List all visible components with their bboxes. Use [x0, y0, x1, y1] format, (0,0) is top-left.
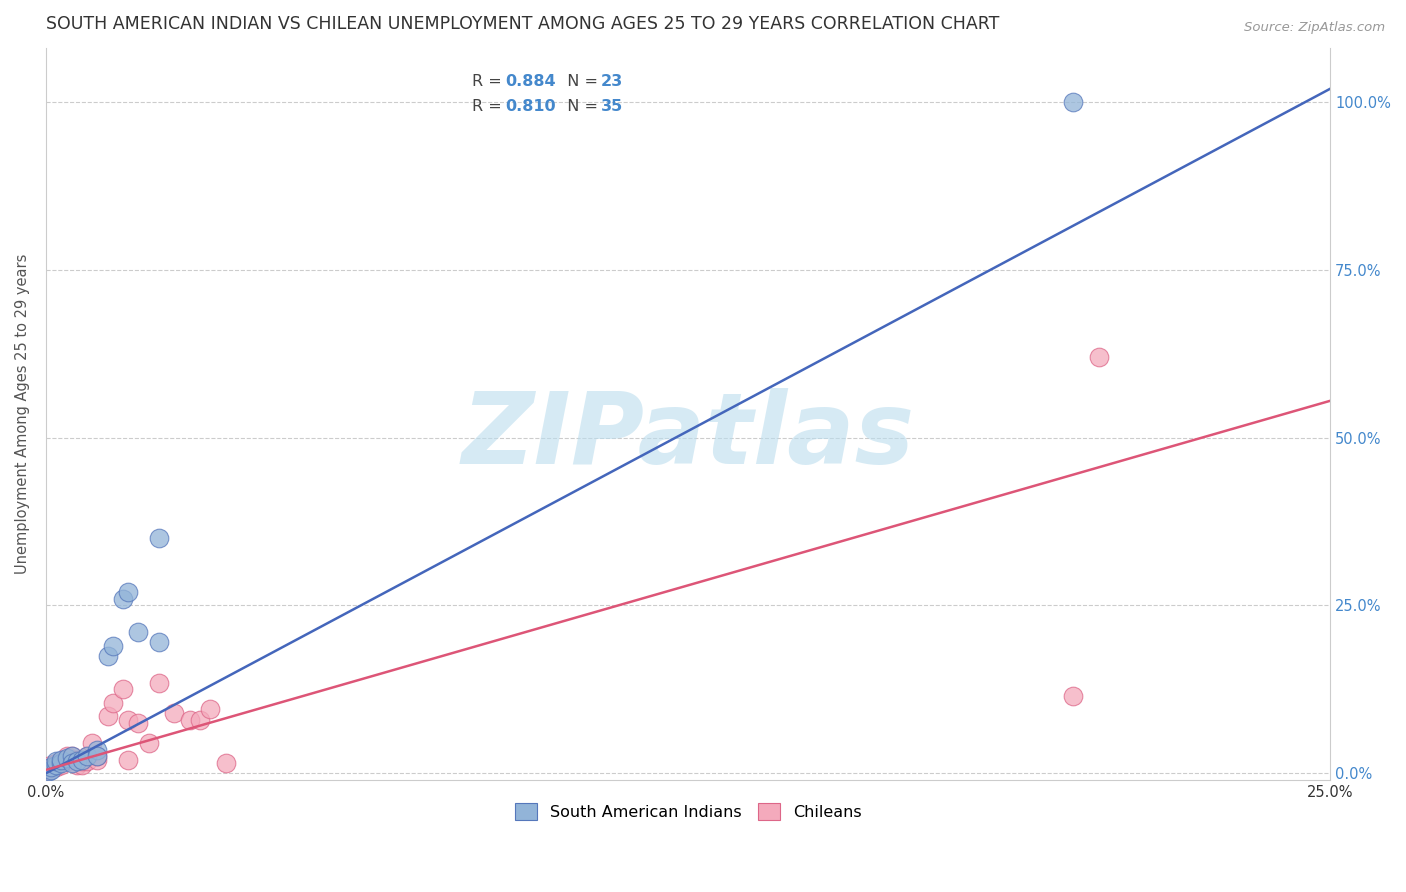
Point	[60, 749, 83, 764]
Point	[76, 749, 98, 764]
Point	[38, 763, 60, 777]
Text: 0.884: 0.884	[506, 74, 557, 89]
Point	[200, 702, 222, 716]
Point	[76, 754, 98, 768]
Point	[45, 754, 67, 768]
Point	[51, 756, 73, 771]
Point	[138, 736, 160, 750]
Text: 0.810: 0.810	[506, 100, 557, 114]
Point	[101, 639, 124, 653]
Point	[76, 749, 98, 764]
Point	[127, 715, 149, 730]
Point	[179, 713, 201, 727]
Text: R =: R =	[472, 74, 508, 89]
Point	[55, 753, 77, 767]
Point	[86, 753, 108, 767]
Legend: South American Indians, Chileans: South American Indians, Chileans	[509, 797, 868, 827]
Text: ZIPatlas: ZIPatlas	[461, 388, 915, 484]
Text: N =: N =	[557, 74, 603, 89]
Point	[51, 758, 73, 772]
Point	[82, 736, 104, 750]
Point	[60, 756, 83, 771]
Point	[112, 682, 135, 697]
Point	[163, 706, 186, 720]
Point	[188, 713, 211, 727]
Point	[45, 758, 67, 772]
Point	[101, 696, 124, 710]
Point	[70, 758, 93, 772]
Point	[51, 754, 73, 768]
Y-axis label: Unemployment Among Ages 25 to 29 years: Unemployment Among Ages 25 to 29 years	[15, 254, 30, 574]
Point	[66, 758, 89, 772]
Point	[148, 532, 170, 546]
Point	[39, 759, 62, 773]
Point	[148, 635, 170, 649]
Text: R =: R =	[472, 100, 508, 114]
Point	[86, 743, 108, 757]
Point	[1062, 689, 1084, 703]
Point	[97, 648, 120, 663]
Text: N =: N =	[557, 100, 603, 114]
Point	[86, 749, 108, 764]
Point	[127, 625, 149, 640]
Point	[39, 758, 62, 772]
Point	[45, 756, 67, 771]
Point	[1062, 95, 1084, 109]
Point	[66, 753, 89, 767]
Point	[55, 749, 77, 764]
Point	[60, 749, 83, 764]
Point	[39, 763, 62, 777]
Point	[117, 585, 139, 599]
Point	[117, 753, 139, 767]
Point	[70, 754, 93, 768]
Point	[117, 713, 139, 727]
Text: 35: 35	[600, 100, 623, 114]
Point	[51, 753, 73, 767]
Point	[38, 764, 60, 779]
Point	[1088, 350, 1111, 364]
Point	[60, 754, 83, 768]
Point	[148, 675, 170, 690]
Point	[66, 754, 89, 768]
Text: SOUTH AMERICAN INDIAN VS CHILEAN UNEMPLOYMENT AMONG AGES 25 TO 29 YEARS CORRELAT: SOUTH AMERICAN INDIAN VS CHILEAN UNEMPLO…	[46, 15, 1000, 33]
Point	[86, 749, 108, 764]
Point	[97, 709, 120, 723]
Point	[215, 756, 238, 771]
Text: 23: 23	[600, 74, 623, 89]
Point	[39, 761, 62, 775]
Point	[55, 751, 77, 765]
Point	[112, 591, 135, 606]
Text: Source: ZipAtlas.com: Source: ZipAtlas.com	[1244, 21, 1385, 34]
Point	[70, 753, 93, 767]
Point	[45, 759, 67, 773]
